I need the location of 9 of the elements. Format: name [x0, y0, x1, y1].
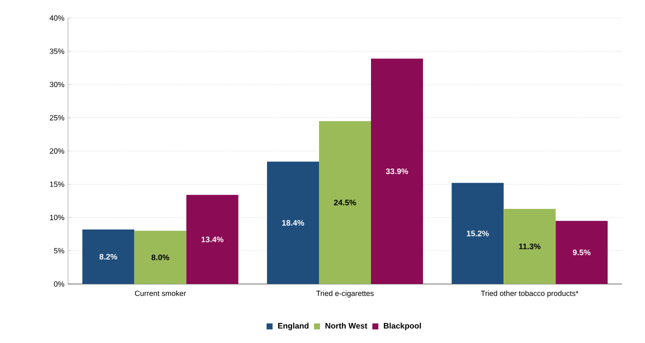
bar [134, 230, 186, 284]
bar [186, 194, 238, 284]
bar [82, 229, 134, 284]
bar [504, 208, 556, 284]
bar [319, 121, 372, 284]
bar [556, 220, 608, 284]
bar [267, 162, 320, 284]
bar [452, 182, 504, 284]
bar [371, 58, 424, 284]
